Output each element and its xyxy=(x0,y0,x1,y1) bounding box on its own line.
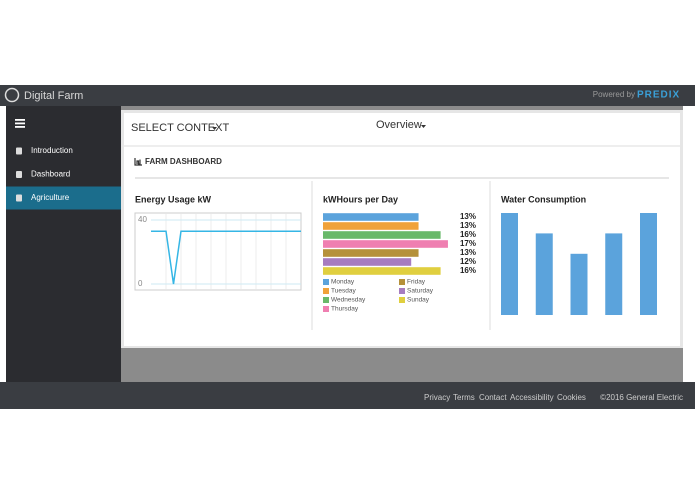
legend-swatch xyxy=(399,279,405,285)
sidebar-item[interactable]: Agriculture xyxy=(31,193,70,202)
bar xyxy=(323,231,441,239)
bar xyxy=(323,258,412,266)
caret xyxy=(421,125,426,128)
legend-label: Tuesday xyxy=(331,288,356,295)
legend-swatch xyxy=(323,306,329,312)
value-label: 16% xyxy=(460,266,476,275)
caret xyxy=(212,127,217,130)
energy-line xyxy=(151,230,301,285)
legend-label: Monday xyxy=(331,279,355,286)
legend-swatch xyxy=(323,288,329,294)
section-title: FARM DASHBOARD xyxy=(145,157,222,166)
context-select[interactable]: SELECT CONTEXT xyxy=(131,122,229,134)
chart-title: Energy Usage kW xyxy=(135,194,212,204)
bar xyxy=(323,222,419,230)
y-tick-label: 0 xyxy=(138,279,143,288)
legend-swatch xyxy=(323,297,329,303)
legend-label: Wednesday xyxy=(331,297,366,304)
legend-label: Thursday xyxy=(331,306,359,313)
value-label: 16% xyxy=(460,230,476,239)
legend-swatch xyxy=(323,279,329,285)
bar xyxy=(605,233,623,315)
footer-link[interactable]: Privacy xyxy=(424,393,450,402)
plot-background-grid xyxy=(165,214,287,289)
sidebar-icon xyxy=(16,194,22,202)
footer-link[interactable]: Accessibility xyxy=(510,393,554,402)
predix-logo: PREDIX xyxy=(637,90,680,101)
footer-link[interactable]: Contact xyxy=(479,393,507,402)
sidebar-item[interactable]: Dashboard xyxy=(31,170,70,179)
bar xyxy=(501,213,518,315)
plot-frame xyxy=(134,212,302,291)
bar xyxy=(535,233,553,315)
value-label: 13% xyxy=(460,248,476,257)
legend-label: Saturday xyxy=(407,288,434,295)
bar xyxy=(323,213,419,221)
chart-title: kWHours per Day xyxy=(323,194,398,204)
view-select[interactable]: Overview xyxy=(376,119,422,131)
value-label: 13% xyxy=(460,212,476,221)
menu-toggle[interactable] xyxy=(15,119,25,128)
legend-label: Friday xyxy=(407,279,426,286)
ge-logo xyxy=(4,87,20,103)
sidebar-icon xyxy=(16,147,22,155)
brand: Digital Farm xyxy=(24,90,83,102)
bar xyxy=(570,253,588,315)
bar xyxy=(323,249,419,257)
powered-by: Powered by xyxy=(593,90,635,99)
y-tick-label: 40 xyxy=(138,215,147,224)
footer-link[interactable]: Terms xyxy=(453,393,475,402)
chart-title: Water Consumption xyxy=(501,194,586,204)
value-label: 13% xyxy=(460,221,476,230)
sidebar-item[interactable]: Introduction xyxy=(31,146,73,155)
header-bar xyxy=(0,85,695,106)
legend-label: Sunday xyxy=(407,297,430,304)
value-label: 12% xyxy=(460,257,476,266)
bar xyxy=(640,213,657,315)
footer-link[interactable]: Cookies xyxy=(557,393,586,402)
footer-bar xyxy=(0,382,695,409)
bar xyxy=(323,267,441,275)
sidebar-active xyxy=(6,186,121,210)
legend-swatch xyxy=(399,288,405,294)
bar xyxy=(323,240,448,248)
copyright: ©2016 General Electric xyxy=(600,393,683,402)
sidebar-icon xyxy=(16,171,22,178)
value-label: 17% xyxy=(460,239,476,248)
legend-swatch xyxy=(399,297,405,303)
sidebar xyxy=(6,106,121,382)
dashboard-icon xyxy=(134,158,142,166)
